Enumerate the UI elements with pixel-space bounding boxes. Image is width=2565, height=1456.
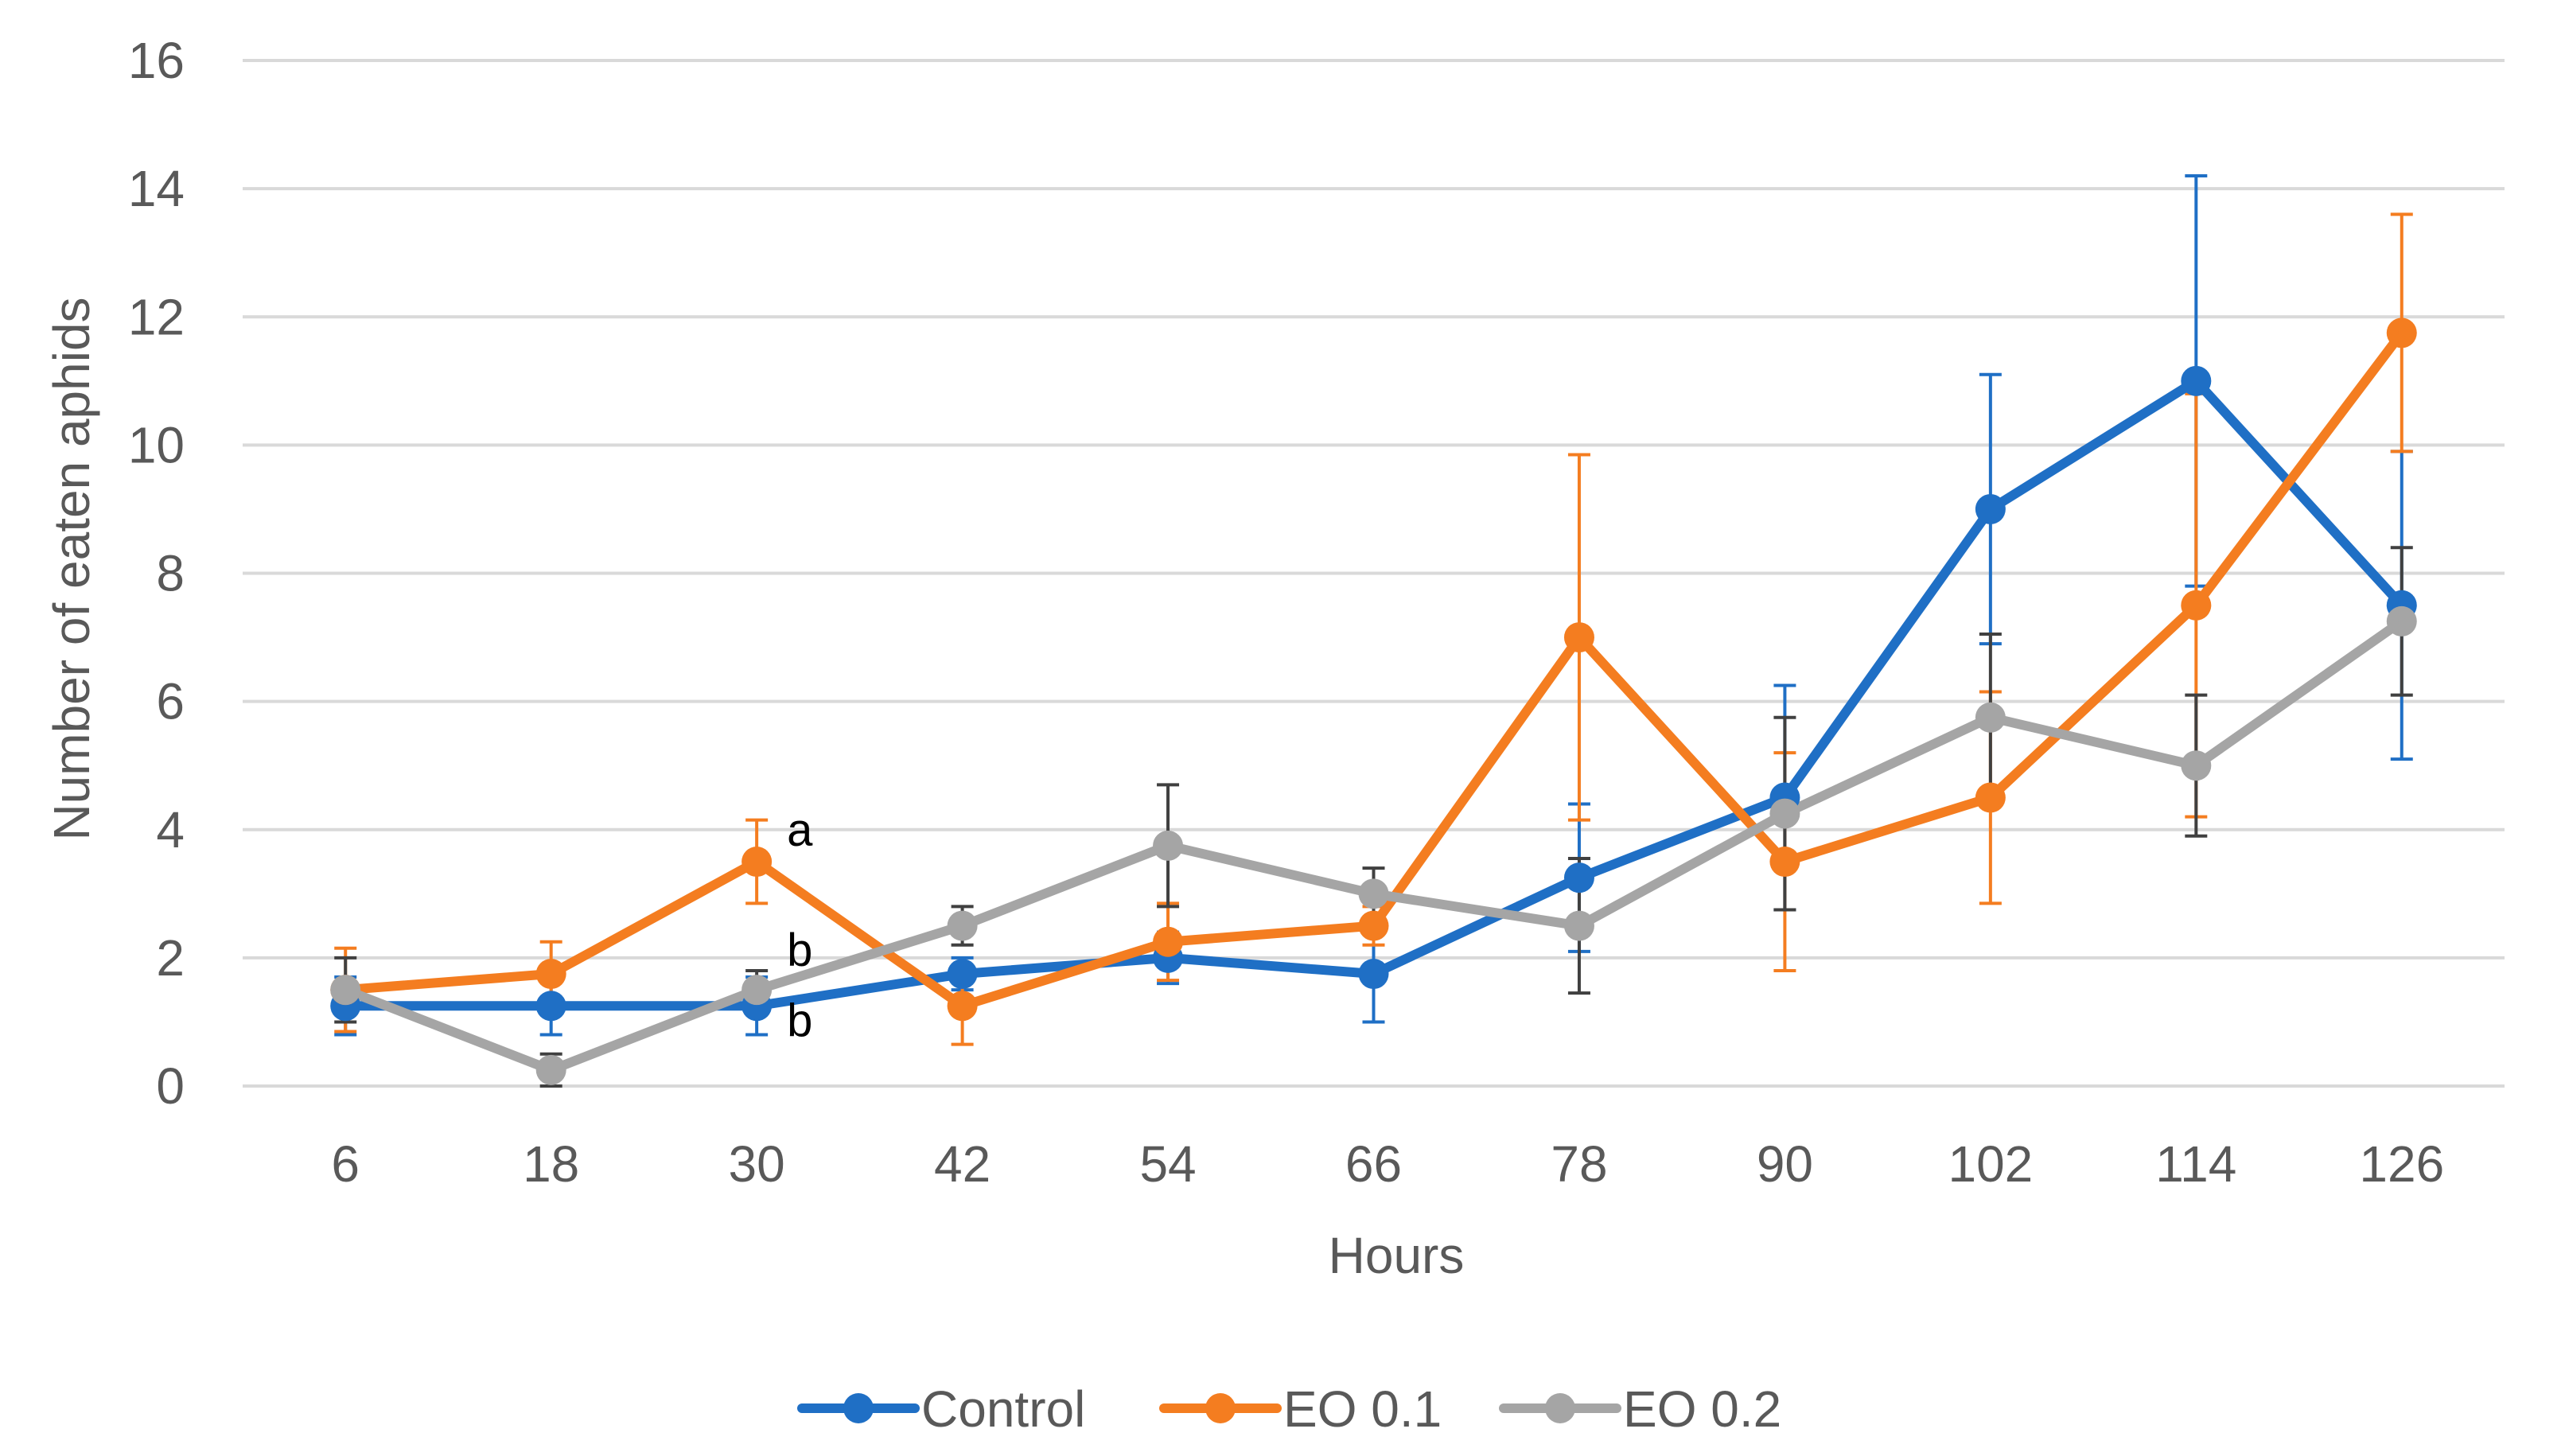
marker-control-18: [535, 991, 566, 1022]
x-tick-label-102: 102: [1948, 1135, 2033, 1193]
marker-eo-0-1-54: [1153, 926, 1184, 957]
marker-eo-0-1-78: [1563, 622, 1594, 653]
x-tick-label-18: 18: [523, 1135, 579, 1193]
marker-eo-0-2-66: [1358, 878, 1389, 909]
y-axis-title: Number of eaten aphids: [43, 297, 100, 840]
legend-label-eo-0-2: EO 0.2: [1623, 1380, 1781, 1438]
legend-item-control: Control: [797, 1380, 1085, 1438]
legend-swatch-marker-eo-0-2: [1545, 1393, 1575, 1423]
legend-swatch-marker-control: [843, 1393, 874, 1423]
marker-eo-0-1-66: [1358, 910, 1389, 941]
x-tick-label-78: 78: [1551, 1135, 1607, 1193]
x-tick-label-90: 90: [1757, 1135, 1813, 1193]
annotations: a bb: [787, 804, 813, 1046]
series-markers: [330, 317, 2417, 1085]
x-tick-labels: 6 18 30 42 54 66 78 90 102 114 126: [331, 1135, 2444, 1193]
marker-eo-0-1-30: [741, 847, 773, 878]
marker-eo-0-2-90: [1769, 798, 1800, 829]
marker-eo-0-1-102: [1975, 782, 2006, 813]
y-tick-label-12: 12: [128, 288, 185, 345]
x-tick-label-30: 30: [729, 1135, 785, 1193]
legend-item-eo-0-1: EO 0.1: [1159, 1380, 1442, 1438]
marker-eo-0-2-114: [2181, 750, 2212, 781]
error-bars: [334, 174, 2413, 1088]
y-tick-label-4: 4: [156, 801, 185, 858]
marker-eo-0-2-102: [1975, 702, 2006, 733]
annotation-a-1: a: [787, 804, 813, 856]
y-tick-label-8: 8: [156, 545, 185, 602]
legend-item-eo-0-2: EO 0.2: [1499, 1380, 1781, 1438]
legend-swatch-marker-eo-0-1: [1205, 1393, 1236, 1423]
marker-control-102: [1975, 493, 2006, 524]
y-tick-label-0: 0: [156, 1057, 185, 1115]
legend-label-eo-0-1: EO 0.1: [1283, 1380, 1442, 1438]
y-tick-labels: 0 2 4 6 8 10 12 14 16: [128, 32, 185, 1115]
y-tick-label-14: 14: [128, 160, 185, 217]
gridlines: [243, 59, 2505, 1088]
marker-eo-0-2-30: [741, 975, 773, 1006]
marker-eo-0-2-18: [535, 1054, 566, 1085]
x-tick-label-54: 54: [1139, 1135, 1196, 1193]
marker-eo-0-2-42: [947, 910, 978, 941]
x-tick-label-6: 6: [331, 1135, 360, 1193]
legend: Control EO 0.1 EO 0.2: [797, 1380, 1781, 1438]
x-tick-label-114: 114: [2155, 1135, 2236, 1193]
x-tick-label-126: 126: [2359, 1135, 2444, 1193]
y-tick-label-16: 16: [128, 32, 185, 89]
marker-eo-0-1-126: [2386, 317, 2417, 348]
marker-control-66: [1358, 959, 1389, 990]
annotation-b-3: b: [787, 995, 812, 1046]
annotation-b-2: b: [787, 925, 812, 976]
marker-control-78: [1563, 862, 1594, 893]
x-axis-title: Hours: [1329, 1227, 1465, 1284]
marker-eo-0-2-126: [2386, 605, 2417, 637]
marker-control-42: [947, 959, 978, 990]
y-tick-label-10: 10: [128, 416, 185, 473]
x-tick-label-42: 42: [934, 1135, 991, 1193]
marker-eo-0-2-6: [330, 975, 361, 1006]
marker-eo-0-2-78: [1563, 910, 1594, 941]
marker-eo-0-1-42: [947, 991, 978, 1022]
marker-eo-0-1-18: [535, 959, 566, 990]
legend-label-control: Control: [921, 1380, 1085, 1438]
y-tick-label-2: 2: [156, 929, 185, 987]
marker-eo-0-2-54: [1153, 830, 1184, 861]
x-tick-label-66: 66: [1345, 1135, 1402, 1193]
marker-eo-0-1-90: [1769, 847, 1800, 878]
marker-control-114: [2181, 365, 2212, 396]
y-tick-label-6: 6: [156, 673, 185, 730]
marker-eo-0-1-114: [2181, 590, 2212, 621]
